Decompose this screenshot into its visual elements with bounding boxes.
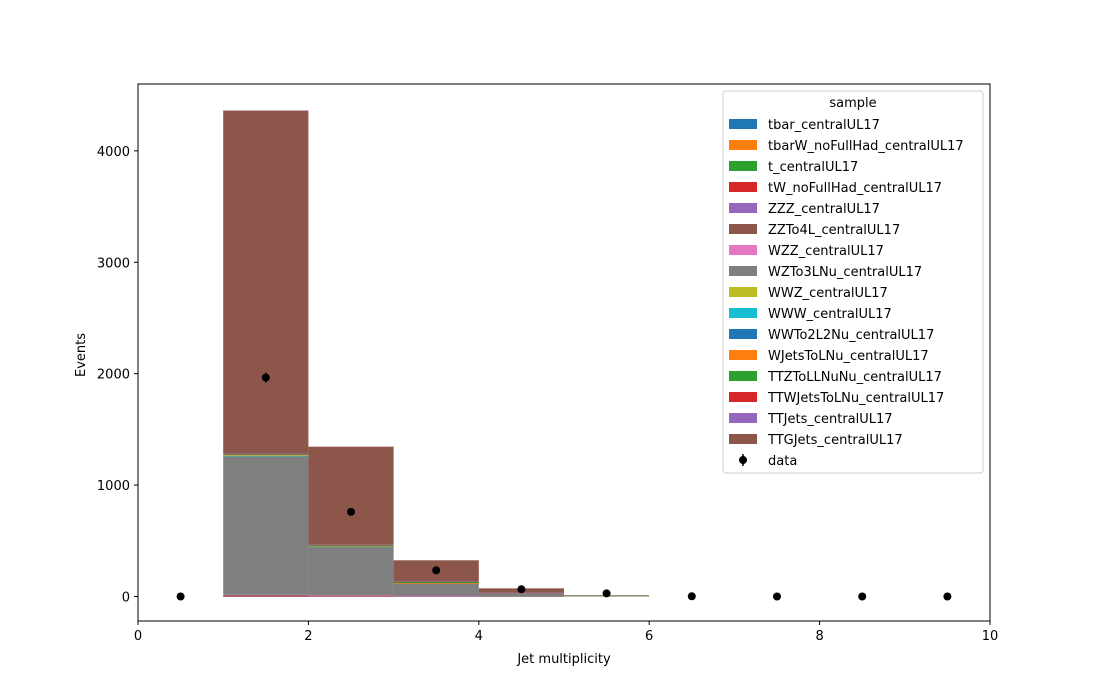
y-tick-label-3000: 3000: [97, 256, 130, 271]
data-point-3: [432, 566, 441, 575]
bar-WJetsToLNu_centralUL17-bin-1: [223, 455, 309, 456]
legend-swatch-WWW_centralUL17: [729, 308, 757, 318]
data-point-5: [602, 589, 611, 598]
legend-swatch-WWTo2L2Nu_centralUL17: [729, 329, 757, 339]
bar-WZTo3LNu_centralUL17-bin-3: [393, 583, 479, 597]
bar-WJetsToLNu_centralUL17-bin-2: [308, 546, 394, 547]
x-tick-label-2: 2: [304, 629, 312, 644]
legend-swatch-TTGJets_centralUL17: [729, 434, 757, 444]
legend-label-t_centralUL17: t_centralUL17: [768, 160, 858, 175]
legend-marker-data: [739, 456, 747, 464]
y-axis-label: Events: [74, 333, 89, 377]
legend-swatch-ZZZ_centralUL17: [729, 203, 757, 213]
legend-label-WWTo2L2Nu_centralUL17: WWTo2L2Nu_centralUL17: [768, 328, 934, 343]
bar-ZZZ_centralUL17-bin-1: [223, 596, 309, 597]
legend-label-tbar_centralUL17: tbar_centralUL17: [768, 118, 880, 133]
data-point-9: [943, 592, 952, 601]
legend-label-WJetsToLNu_centralUL17: WJetsToLNu_centralUL17: [768, 349, 929, 364]
legend-label-WWW_centralUL17: WWW_centralUL17: [768, 307, 892, 322]
bar-TTJets_centralUL17-bin-2: [308, 544, 394, 546]
bar-TTZToLLNuNu_centralUL17-bin-1: [223, 454, 309, 456]
bar-TTZToLLNuNu_centralUL17-bin-2: [308, 545, 394, 547]
bar-WZZ_centralUL17-bin-2: [308, 595, 394, 596]
legend-swatch-WJetsToLNu_centralUL17: [729, 350, 757, 360]
bar-TTZToLLNuNu_centralUL17-bin-3: [393, 581, 479, 584]
bar-WZZ_centralUL17-bin-1: [223, 594, 309, 596]
bar-TTJets_centralUL17-bin-3: [393, 581, 479, 582]
legend-swatch-TTJets_centralUL17: [729, 413, 757, 423]
legend-title: sample: [829, 96, 876, 111]
x-axis-ticks: 0 2 4 6 8 10: [134, 621, 998, 644]
legend-swatch-tbarW_noFullHad_centralUL17: [729, 140, 757, 150]
legend-label-WWZ_centralUL17: WWZ_centralUL17: [768, 286, 888, 301]
stacked-bars: [223, 110, 650, 597]
data-point-2: [347, 507, 355, 516]
bar-WWTo2L2Nu_centralUL17-bin-2: [308, 546, 394, 548]
legend-label-TTZToLLNuNu_centralUL17: TTZToLLNuNu_centralUL17: [767, 370, 942, 385]
legend-label-TTGJets_centralUL17: TTGJets_centralUL17: [767, 433, 903, 448]
legend-swatch-TTZToLLNuNu_centralUL17: [729, 371, 757, 381]
bar-WJetsToLNu_centralUL17-bin-3: [393, 583, 479, 584]
legend-label-tW_noFullHad_centralUL17: tW_noFullHad_centralUL17: [768, 181, 942, 196]
bar-ZZTo4L_centralUL17-bin-1: [223, 594, 309, 597]
y-tick-label-2000: 2000: [97, 368, 130, 383]
data-point-0: [176, 592, 185, 601]
legend-swatch-WZZ_centralUL17: [729, 245, 757, 255]
legend-swatch-t_centralUL17: [729, 161, 757, 171]
data-point-7: [773, 592, 781, 601]
y-tick-label-1000: 1000: [97, 479, 130, 494]
x-tick-label-8: 8: [815, 629, 823, 644]
y-axis-ticks: 0 1000 2000 3000 4000: [97, 145, 138, 605]
bar-WWW_centralUL17-bin-1: [223, 456, 309, 457]
legend-label-TTWJetsToLNu_centralUL17: TTWJetsToLNu_centralUL17: [767, 391, 944, 406]
legend-frame: [722, 90, 984, 474]
x-axis-label: Jet multiplicity: [516, 652, 611, 667]
legend-swatch-WWZ_centralUL17: [729, 287, 757, 297]
bar-WZTo3LNu_centralUL17-bin-4: [478, 593, 564, 597]
legend-label-TTJets_centralUL17: TTJets_centralUL17: [767, 412, 893, 427]
legend-swatch-tW_noFullHad_centralUL17: [729, 182, 757, 192]
legend-label-ZZTo4L_centralUL17: ZZTo4L_centralUL17: [768, 223, 900, 238]
data-point-6: [687, 592, 696, 601]
bar-WZTo3LNu_centralUL17-bin-2: [308, 547, 394, 596]
y-tick-label-4000: 4000: [97, 145, 130, 160]
data-points: [176, 372, 952, 601]
y-tick-label-0: 0: [122, 590, 130, 605]
legend-label-tbarW_noFullHad_centralUL17: tbarW_noFullHad_centralUL17: [768, 139, 964, 154]
bar-TTGJets_centralUL17-bin-1: [223, 110, 309, 454]
x-tick-label-4: 4: [475, 629, 483, 644]
legend-label-WZZ_centralUL17: WZZ_centralUL17: [768, 244, 884, 259]
bar-WWTo2L2Nu_centralUL17-bin-1: [223, 455, 309, 457]
bar-ZZTo4L_centralUL17-bin-4: [478, 596, 564, 597]
legend-label-WZTo3LNu_centralUL17: WZTo3LNu_centralUL17: [768, 265, 922, 280]
x-tick-label-0: 0: [134, 629, 142, 644]
legend-label-data: data: [768, 454, 797, 469]
legend-swatch-tbar_centralUL17: [729, 119, 757, 129]
x-tick-label-10: 10: [982, 629, 999, 644]
bar-ZZZ_centralUL17-bin-2: [308, 596, 394, 597]
legend-swatch-ZZTo4L_centralUL17: [729, 224, 757, 234]
plot-frame: [137, 83, 991, 622]
data-point-4: [517, 585, 526, 594]
legend: sample tbar_centralUL17 tbarW_noFullHad_c…: [722, 90, 984, 474]
bar-TTJets_centralUL17-bin-1: [223, 453, 309, 455]
legend-swatch-TTWJetsToLNu_centralUL17: [729, 392, 757, 402]
legend-label-ZZZ_centralUL17: ZZZ_centralUL17: [768, 202, 880, 217]
data-point-8: [858, 592, 867, 601]
data-point-1: [261, 373, 270, 382]
x-tick-label-6: 6: [645, 629, 653, 644]
bar-WZZ_centralUL17-bin-3: [393, 596, 479, 597]
legend-swatch-WZTo3LNu_centralUL17: [729, 266, 757, 276]
bar-WZTo3LNu_centralUL17-bin-1: [223, 456, 309, 595]
bar-TTGJets_centralUL17-bin-2: [308, 446, 394, 545]
